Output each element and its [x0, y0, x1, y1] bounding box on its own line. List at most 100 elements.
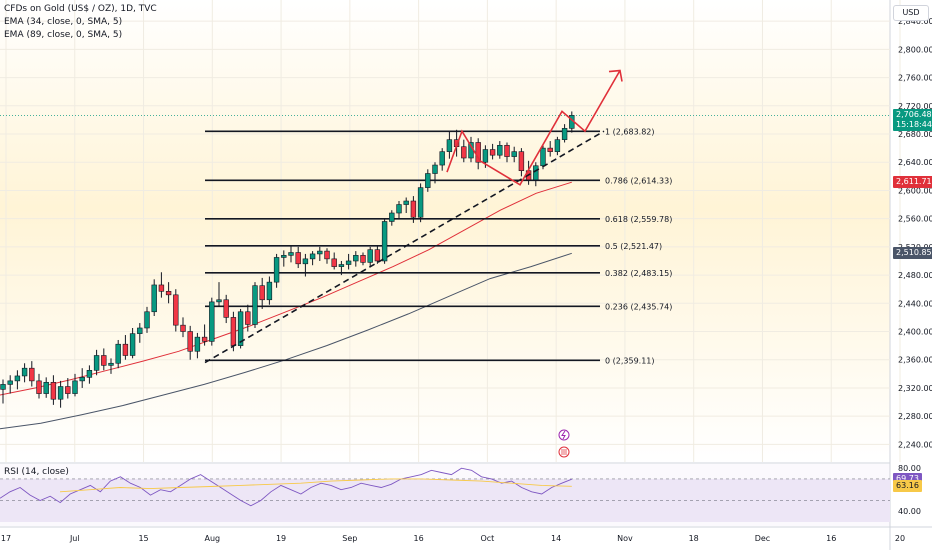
rsi-tick-label: 80.00: [898, 464, 921, 473]
rsi-line: [0, 467, 572, 507]
ema89-value-text: 2,510.85: [896, 248, 932, 258]
event-icons[interactable]: [558, 429, 570, 458]
candle-body: [108, 362, 114, 366]
candle-body: [518, 151, 525, 171]
symbol-title[interactable]: CFDs on Gold (US$ / OZ), 1D, TVC: [4, 4, 157, 14]
fib-level-label: 0.786 (2,614.33): [605, 176, 672, 185]
rsi-tick-label: 40.00: [898, 507, 921, 516]
lightning-icon-glyph: [561, 430, 566, 440]
candle-body: [86, 370, 93, 378]
candle-body: [36, 380, 42, 394]
candle-body: [425, 173, 431, 188]
currency-button[interactable]: USD: [893, 5, 929, 21]
ema34-value-text: 2,611.71: [896, 177, 932, 187]
ema89-legend[interactable]: EMA (89, close, 0, SMA, 5): [4, 30, 123, 40]
price-tick-label: 2,840.00: [898, 17, 932, 26]
candle-body: [187, 331, 193, 352]
candle-body: [374, 249, 381, 262]
rsi-legend[interactable]: RSI (14, close): [4, 467, 69, 477]
candle-body: [547, 147, 553, 152]
candle-body: [345, 260, 352, 265]
candle-body: [93, 355, 100, 371]
candle-body: [115, 343, 121, 364]
candle-body: [245, 311, 251, 325]
fib-level-label: 1 (2,683.82): [605, 127, 655, 136]
main-pane-bg: [0, 0, 890, 462]
time-tick-label: 19: [276, 534, 286, 543]
candle-body: [180, 324, 186, 332]
candle-body: [417, 187, 424, 218]
candle-body: [432, 164, 438, 174]
time-tick-label: Sep: [342, 534, 357, 543]
last-price-tag: 2,706.48 15:18:44: [893, 109, 932, 132]
price-tick-label: 2,320.00: [898, 384, 932, 393]
price-tick-label: 2,800.00: [898, 45, 932, 54]
candle-body: [540, 147, 546, 167]
candle-body: [309, 253, 316, 260]
ema34-legend[interactable]: EMA (34, close, 0, SMA, 5): [4, 17, 123, 27]
candle-body: [367, 249, 373, 263]
fib-level-label: 0.5 (2,521.47): [605, 242, 662, 251]
candle-body: [281, 255, 287, 258]
price-tick-label: 2,760.00: [898, 74, 932, 83]
time-tick-label: Aug: [204, 534, 220, 543]
candle-body: [353, 255, 359, 262]
time-tick-label: 20: [895, 534, 905, 543]
candle-body: [201, 336, 208, 342]
candle-body: [252, 285, 258, 325]
candle-body: [14, 375, 21, 382]
candle-body: [223, 299, 229, 318]
price-tick-label: 2,280.00: [898, 412, 932, 421]
candle-body: [50, 381, 57, 400]
candle-body: [533, 165, 539, 181]
candle-body: [273, 257, 280, 283]
fib-level-label: 0 (2,359.11): [605, 356, 655, 365]
candle-body: [489, 149, 496, 156]
candle-body: [446, 139, 453, 152]
candle-body: [79, 377, 85, 382]
candle-body: [482, 149, 489, 163]
candle-body: [288, 252, 294, 256]
price-tick-label: 2,720.00: [898, 102, 932, 111]
candle-body: [360, 255, 366, 263]
ema34-line: [0, 181, 572, 396]
candle-body: [194, 336, 201, 352]
candle-body: [338, 264, 345, 267]
price-tick-label: 2,240.00: [898, 440, 932, 449]
candle-body: [403, 200, 409, 205]
candle-body: [230, 317, 237, 346]
candle-body: [511, 151, 517, 157]
trend-line: [204, 130, 605, 364]
fib-level-label: 0.382 (2,483.15): [605, 269, 672, 278]
price-tick-label: 2,480.00: [898, 271, 932, 280]
candle-body: [101, 355, 107, 366]
time-tick-label: 14: [551, 534, 561, 543]
candle-body: [302, 258, 309, 265]
candle-body: [209, 301, 215, 342]
candle-body: [497, 145, 503, 156]
price-tick-label: 2,560.00: [898, 215, 932, 224]
candle-body: [381, 221, 388, 262]
candle-body: [396, 204, 402, 214]
candle-body: [72, 380, 78, 394]
candle-body: [173, 294, 179, 326]
ema89-value-tag: 2,510.85: [893, 247, 932, 260]
time-tick-label: 15: [138, 534, 148, 543]
candle-body: [461, 146, 467, 159]
fib-level-label: 0.618 (2,559.78): [605, 215, 672, 224]
time-tick-label: 18: [689, 534, 699, 543]
price-tick-label: 2,400.00: [898, 328, 932, 337]
candle-body: [295, 252, 301, 265]
candle-body: [410, 200, 417, 218]
candle-body: [165, 291, 172, 296]
candle-body: [144, 311, 150, 329]
candle-body: [57, 386, 64, 400]
rsi-ma-line: [59, 478, 572, 493]
candle-body: [158, 284, 165, 292]
price-tick-label: 2,600.00: [898, 186, 932, 195]
candle-body: [0, 384, 6, 390]
candle-body: [216, 299, 222, 303]
countdown-text: 15:18:44: [896, 120, 932, 130]
candle-body: [389, 212, 395, 222]
